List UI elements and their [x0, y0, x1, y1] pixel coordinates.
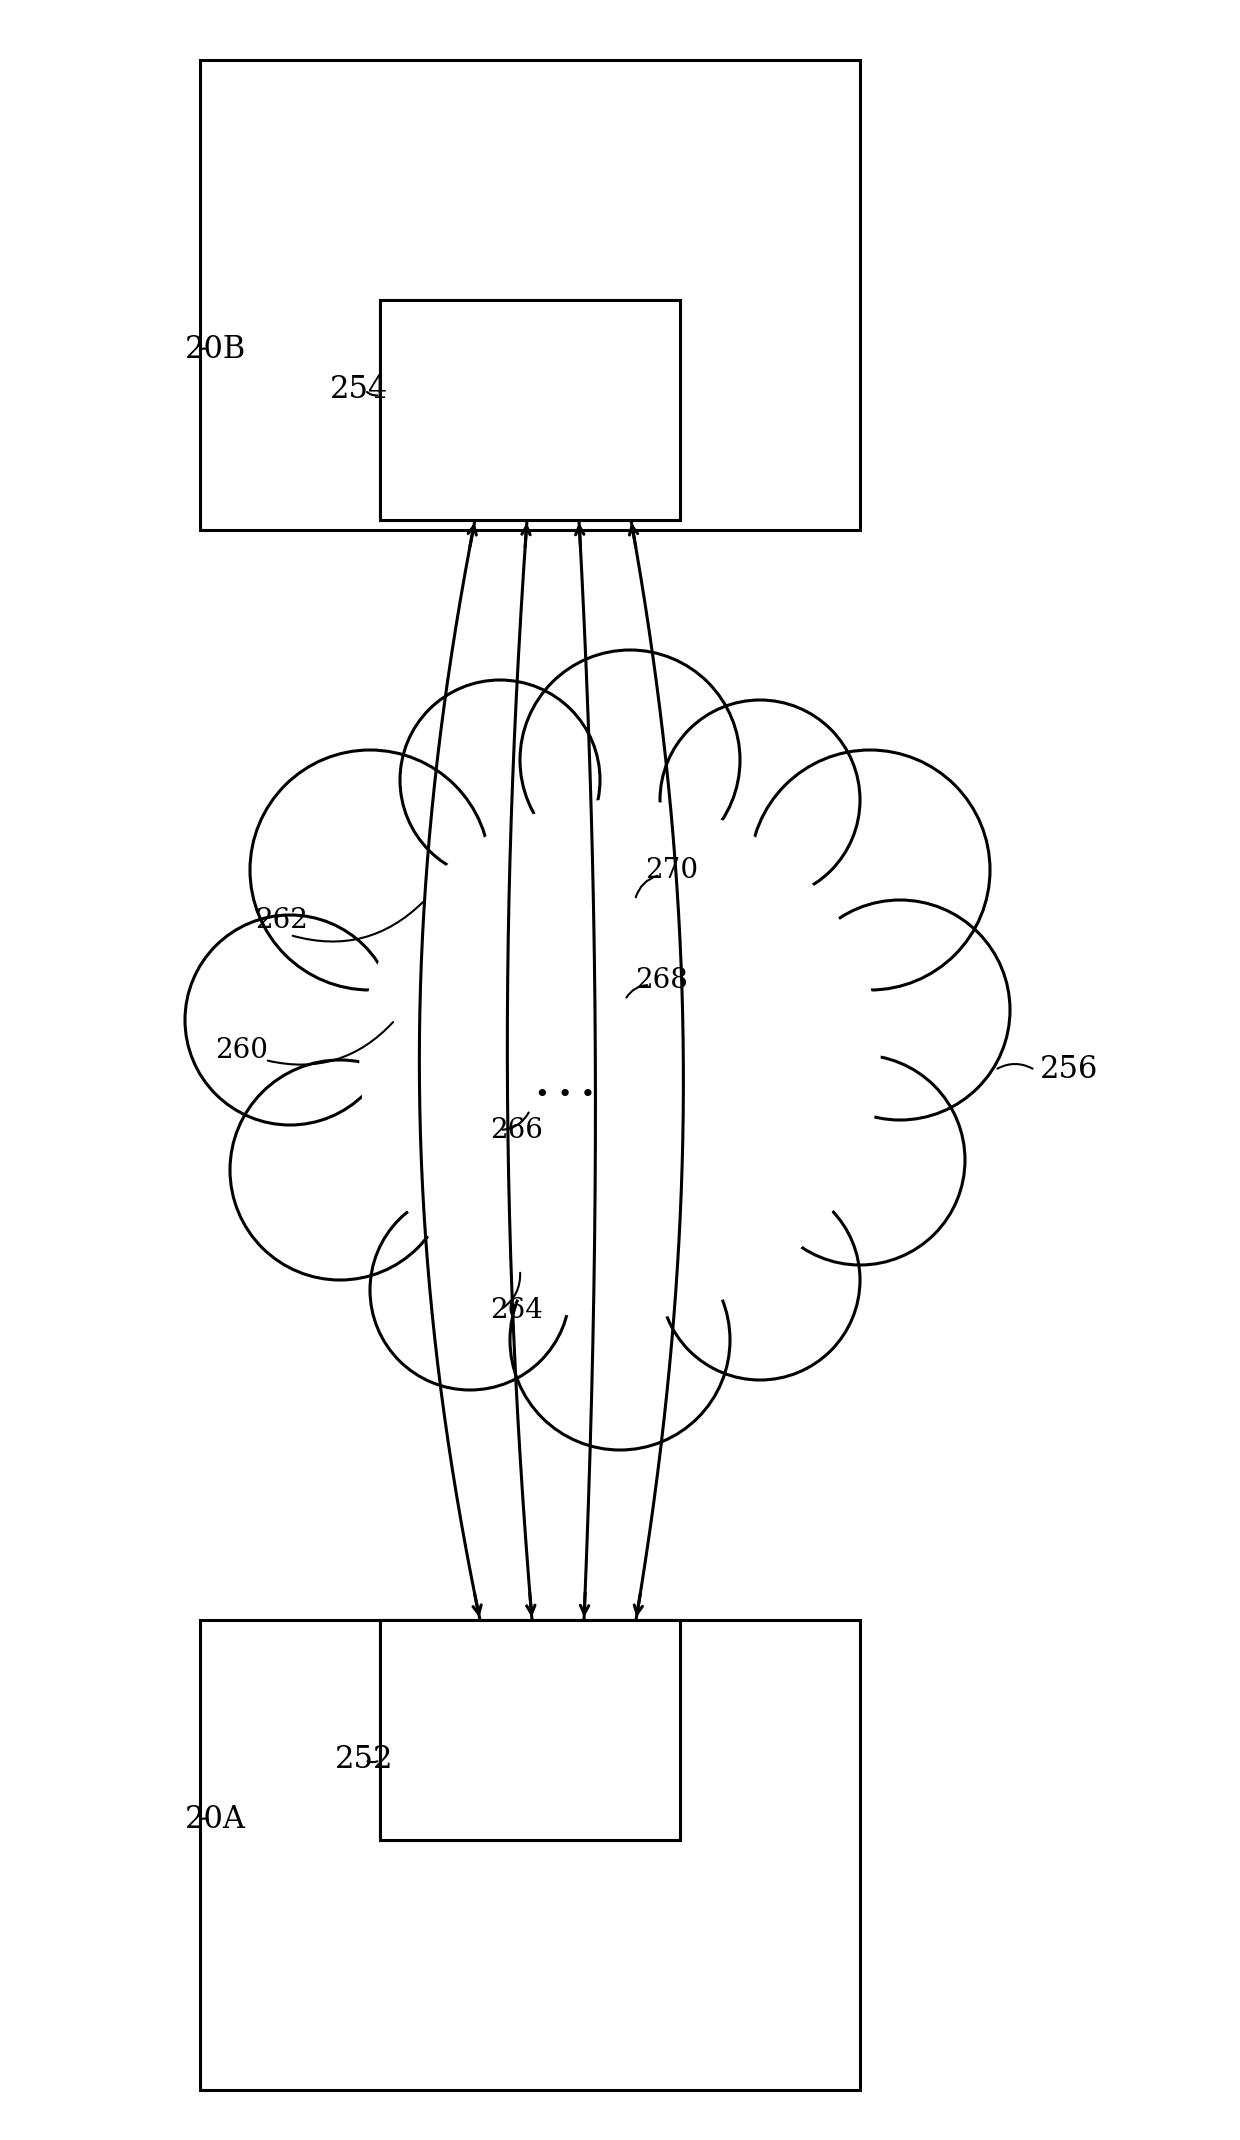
Circle shape — [520, 651, 740, 871]
Text: 264: 264 — [490, 1297, 543, 1323]
Circle shape — [750, 749, 990, 991]
Ellipse shape — [360, 800, 880, 1320]
Bar — [379, 1620, 680, 1840]
Circle shape — [755, 1055, 965, 1265]
Text: 262: 262 — [255, 907, 308, 933]
Circle shape — [660, 700, 861, 901]
Text: 20B: 20B — [185, 334, 247, 366]
Bar — [200, 1620, 861, 2091]
Bar — [379, 300, 680, 520]
Text: • • •: • • • — [534, 1083, 595, 1106]
Circle shape — [229, 1059, 450, 1280]
Text: 270: 270 — [645, 856, 698, 884]
Circle shape — [370, 1190, 570, 1391]
Bar — [379, 1620, 680, 1840]
Text: 20A: 20A — [185, 1804, 246, 1836]
Text: 252: 252 — [335, 1744, 393, 1776]
Bar — [379, 300, 680, 520]
Ellipse shape — [350, 790, 890, 1329]
Text: 260: 260 — [215, 1036, 268, 1064]
Text: 256: 256 — [1040, 1055, 1099, 1085]
Circle shape — [660, 1179, 861, 1380]
Circle shape — [790, 901, 1011, 1119]
Text: 268: 268 — [635, 967, 688, 993]
Text: 254: 254 — [330, 374, 388, 404]
Circle shape — [510, 1230, 730, 1451]
Circle shape — [250, 749, 490, 991]
Circle shape — [401, 681, 600, 880]
Bar — [200, 60, 861, 531]
Circle shape — [185, 916, 396, 1126]
Text: 266: 266 — [490, 1117, 543, 1143]
